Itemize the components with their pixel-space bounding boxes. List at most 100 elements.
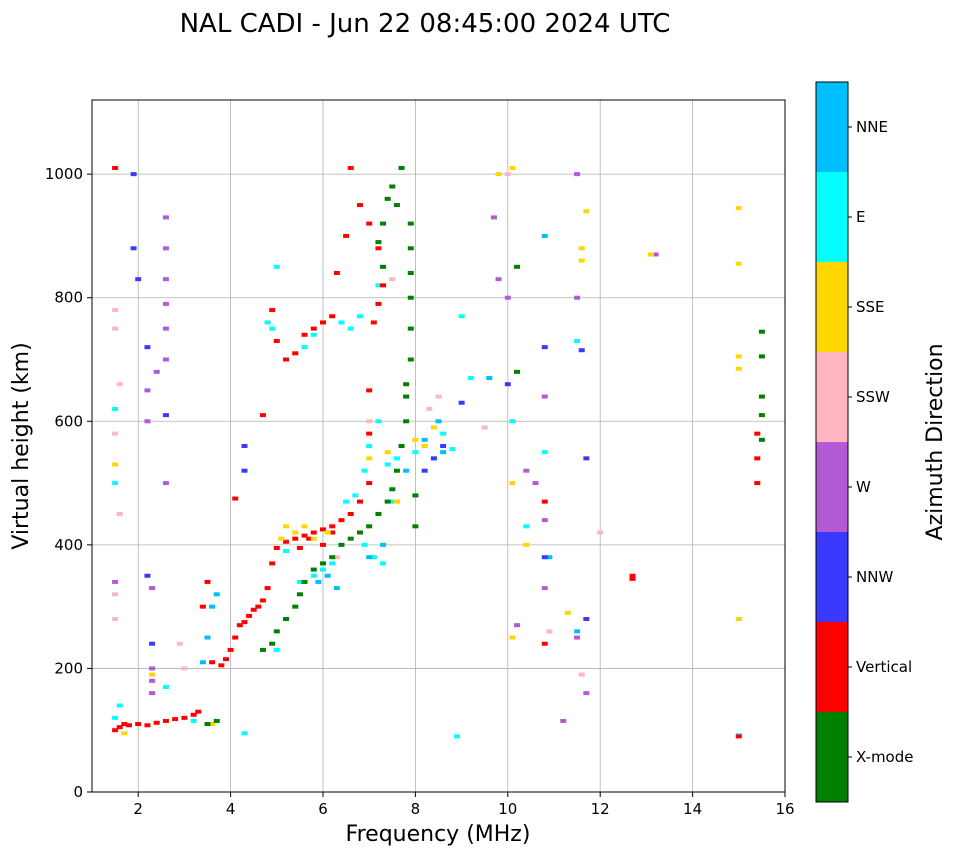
colorbar-segment xyxy=(816,712,848,802)
data-point-nnw xyxy=(135,277,142,282)
data-point-vertical xyxy=(269,308,276,313)
data-point-nne xyxy=(199,660,206,665)
data-point-nne xyxy=(546,555,553,560)
data-point-nnw xyxy=(583,617,590,621)
data-point-vertical xyxy=(153,720,160,725)
data-point-sse xyxy=(735,354,742,359)
data-point-x-mode xyxy=(389,487,396,492)
data-point-sse xyxy=(495,172,502,177)
data-point-w xyxy=(541,586,548,591)
data-point-vertical xyxy=(222,657,229,662)
y-tick-label: 400 xyxy=(54,536,83,554)
data-point-vertical xyxy=(366,388,373,393)
data-point-vertical xyxy=(356,499,363,504)
data-point-sse xyxy=(421,444,428,448)
data-point-vertical xyxy=(329,530,336,535)
data-point-vertical xyxy=(292,536,299,541)
data-point-vertical xyxy=(301,332,308,337)
data-point-nne xyxy=(403,468,410,473)
data-point-nnw xyxy=(430,456,437,461)
colorbar-tick-label: NNW xyxy=(856,568,893,586)
colorbar-label: Azimuth Direction xyxy=(923,343,948,540)
x-axis-label: Frequency (MHz) xyxy=(346,822,531,847)
data-point-w xyxy=(162,215,169,220)
data-point-vertical xyxy=(162,718,169,723)
plot-area: 2 4 6 8 10 12 14 16 0 200 400 600 800 1000 xyxy=(45,99,795,818)
data-point-vertical xyxy=(232,496,239,501)
data-point-w xyxy=(162,326,169,331)
data-point-vertical xyxy=(181,715,188,720)
data-point-x-mode xyxy=(384,196,391,201)
data-point-vertical xyxy=(283,539,290,544)
data-point-vertical xyxy=(380,283,387,288)
data-point-nnw xyxy=(130,246,137,251)
data-point-nne xyxy=(486,376,493,381)
data-point-e xyxy=(112,715,119,720)
colorbar-segment xyxy=(816,532,848,622)
data-points xyxy=(112,165,765,739)
data-point-vertical xyxy=(255,604,262,609)
data-point-nne xyxy=(421,437,428,442)
data-point-x-mode xyxy=(407,295,414,300)
data-point-sse xyxy=(735,261,742,266)
data-point-w xyxy=(162,246,169,251)
data-point-vertical xyxy=(541,499,548,504)
data-point-x-mode xyxy=(407,357,414,362)
data-point-w xyxy=(162,357,169,362)
y-tick-label: 800 xyxy=(54,289,83,307)
data-point-vertical xyxy=(269,561,276,566)
data-point-e xyxy=(440,431,447,436)
data-point-ssw xyxy=(597,530,604,535)
data-point-e xyxy=(162,684,169,689)
data-point-x-mode xyxy=(398,165,405,170)
data-point-e xyxy=(269,326,276,331)
data-point-nnw xyxy=(440,444,447,448)
data-point-w xyxy=(574,635,581,640)
data-point-vertical xyxy=(273,338,280,343)
data-point-x-mode xyxy=(204,722,211,727)
data-point-x-mode xyxy=(338,542,345,547)
colorbar-tick-label: E xyxy=(856,208,865,226)
data-point-vertical xyxy=(329,314,336,319)
data-point-e xyxy=(343,499,350,504)
colorbar-tick-label: SSW xyxy=(856,388,890,406)
data-point-x-mode xyxy=(412,524,419,529)
data-point-sse xyxy=(393,499,400,504)
data-point-vertical xyxy=(209,660,216,665)
data-point-nnw xyxy=(241,468,248,473)
data-point-e xyxy=(310,573,317,578)
plot-frame xyxy=(91,99,786,793)
data-point-ssw xyxy=(426,406,433,411)
data-point-sse xyxy=(648,252,655,257)
data-point-e xyxy=(393,456,400,461)
data-point-e xyxy=(310,332,317,337)
data-point-x-mode xyxy=(514,369,521,374)
data-point-nnw xyxy=(162,413,169,418)
data-point-e xyxy=(338,320,345,325)
data-point-e xyxy=(574,338,581,343)
data-point-ssw xyxy=(578,672,585,677)
data-point-sse xyxy=(509,481,516,486)
x-tick-label: 10 xyxy=(498,800,517,818)
data-point-x-mode xyxy=(403,419,410,424)
data-point-vertical xyxy=(232,635,239,640)
data-point-nnw xyxy=(541,555,548,560)
data-point-sse xyxy=(112,462,119,467)
data-point-x-mode xyxy=(320,561,326,566)
data-point-nnw xyxy=(144,573,151,578)
data-point-x-mode xyxy=(310,567,317,572)
data-point-x-mode xyxy=(356,530,363,535)
data-point-sse xyxy=(310,536,317,541)
data-point-sse xyxy=(121,731,128,736)
data-point-e xyxy=(296,579,303,584)
data-point-vertical xyxy=(754,431,761,436)
x-tick-label: 4 xyxy=(226,800,236,818)
colorbar-segment xyxy=(816,172,848,262)
data-point-w xyxy=(583,691,590,696)
data-point-w xyxy=(514,623,521,628)
data-point-sse xyxy=(509,165,516,170)
data-point-ssw xyxy=(116,382,123,387)
colorbar-frame xyxy=(815,81,849,803)
data-point-vertical xyxy=(375,246,382,251)
